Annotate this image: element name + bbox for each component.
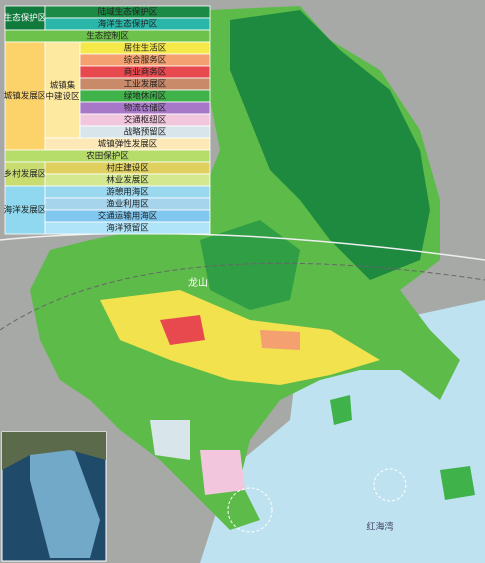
legend-label: 工业发展区 bbox=[124, 79, 167, 90]
legend-label: 居住生活区 bbox=[124, 43, 167, 54]
legend-label: 物流仓储区 bbox=[124, 103, 167, 114]
legend-label: 绿地休闲区 bbox=[124, 91, 167, 102]
inset-sea-area bbox=[30, 438, 100, 558]
forest-zone bbox=[230, 10, 430, 280]
legend-label: 战略预留区 bbox=[124, 127, 167, 138]
buffer-ring bbox=[373, 468, 407, 502]
legend-label: 城镇发展区 bbox=[4, 91, 47, 102]
service-zone bbox=[260, 330, 300, 350]
legend-label: 生态保护区 bbox=[4, 13, 47, 24]
legend-label: 综合服务区 bbox=[124, 55, 167, 66]
legend-label: 商业商务区 bbox=[124, 67, 167, 78]
hub-zone bbox=[200, 450, 245, 495]
rail-line bbox=[0, 262, 485, 331]
island bbox=[440, 466, 475, 500]
legend-label: 游憩用海区 bbox=[106, 187, 149, 198]
urban-zone bbox=[100, 290, 380, 385]
legend-label: 生态控制区 bbox=[86, 31, 129, 42]
island bbox=[330, 395, 352, 425]
legend-label: 乡村发展区 bbox=[4, 169, 47, 180]
legend-label: 林业发展区 bbox=[106, 175, 149, 186]
legend-cell bbox=[4, 5, 46, 31]
legend-label: 陆域生态保护区 bbox=[98, 7, 158, 18]
buffer-ring bbox=[227, 487, 273, 533]
legend-label: 海洋生态保护区 bbox=[98, 19, 158, 30]
legend-cell bbox=[4, 41, 46, 151]
legend-label: 渔业利用区 bbox=[106, 199, 149, 210]
legend-label: 交通枢纽区 bbox=[124, 115, 167, 126]
legend-label: 交通运输用海区 bbox=[98, 211, 158, 222]
commercial-zone bbox=[160, 315, 205, 345]
inset-land bbox=[2, 432, 106, 470]
legend-label: 农田保护区 bbox=[86, 151, 129, 162]
legend-label: 城镇弹性发展区 bbox=[98, 139, 158, 150]
reserve-zone bbox=[150, 420, 190, 460]
legend-cell bbox=[4, 185, 46, 235]
legend-label: 海洋发展区 bbox=[4, 205, 47, 216]
mountain-zone bbox=[200, 220, 300, 310]
legend-label: 村庄建设区 bbox=[106, 163, 149, 174]
legend-label: 城镇集中建设区 bbox=[45, 80, 80, 102]
legend-cell bbox=[44, 221, 211, 235]
legend-label: 海洋预留区 bbox=[106, 223, 149, 234]
place-label: 红海湾 bbox=[366, 521, 393, 533]
road bbox=[0, 232, 485, 261]
place-label: 龙山 bbox=[188, 276, 208, 289]
